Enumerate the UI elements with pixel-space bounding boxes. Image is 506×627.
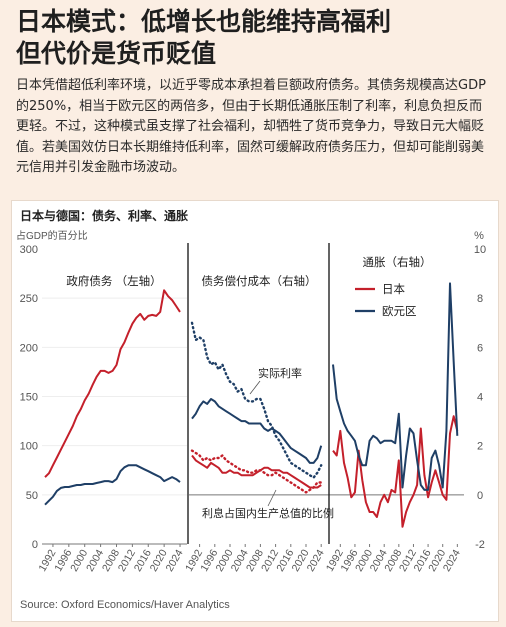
headline: 日本模式：低增长也能维持高福利 但代价是货币贬值 [16, 6, 496, 70]
inflation-japan-line [332, 415, 459, 528]
left-tick-label: 300 [20, 244, 38, 256]
right-tick-label: 0 [477, 490, 483, 502]
realrate-japan-line [190, 449, 323, 494]
debt-japan-line [44, 289, 181, 478]
interest-japan-line [191, 454, 322, 489]
right-tick-label: 2 [477, 441, 483, 453]
x-tick-label: 2024 [164, 547, 186, 573]
left-tick-label: 150 [20, 392, 38, 404]
panel-title-inflation: 通胀（右轴） [363, 255, 432, 269]
headline-line-2: 但代价是货币贬值 [16, 39, 217, 68]
intro-paragraph: 日本凭借超低利率环境，以近乎零成本承担着巨额政府债务。其债务规模高达GDP的25… [16, 78, 486, 175]
inflation-eurozone-line [332, 282, 459, 491]
chart-card: 日本与德国：债务、利率、通胀 占GDP的百分比 0 50 100 150 200 250 30… [11, 200, 499, 622]
legend-label: 欧元区 [382, 305, 417, 318]
interest-eurozone-line [191, 398, 323, 464]
source-note: Source: Oxford Economics/Haver Analytics [20, 599, 230, 611]
right-tick-label: -2 [475, 539, 485, 551]
annotation-real-rate: 实际利率 [258, 366, 302, 380]
headline-line-1: 日本模式：低增长也能维持高福利 [16, 7, 392, 36]
legend-label: 日本 [382, 282, 405, 296]
x-tick-label: 2024 [305, 547, 327, 573]
debt-eurozone-line [44, 464, 181, 506]
left-tick-label: 100 [20, 441, 38, 453]
left-tick-label: 250 [20, 293, 38, 305]
annotation-interest-share: 利息占国内生产总值的比例 [202, 506, 334, 520]
left-axis-unit: 占GDP的百分比 [16, 229, 88, 242]
realrate-eurozone-line [190, 321, 323, 479]
right-tick-label: 10 [474, 244, 486, 256]
chart-svg: 占GDP的百分比050100150200250300%-202468101992… [16, 229, 486, 574]
left-tick-label: 200 [20, 342, 38, 354]
right-tick-label: 6 [477, 342, 483, 354]
panel-title-cost: 债务偿付成本（右轴） [202, 274, 317, 288]
chart-title: 日本与德国：债务、利率、通胀 [20, 209, 189, 223]
left-tick-label: 50 [26, 490, 38, 502]
panel-title-debt: 政府债务 （左轴） [66, 274, 161, 288]
right-tick-label: 4 [477, 392, 483, 404]
annotation-pointer [267, 489, 277, 507]
left-tick-label: 0 [32, 539, 38, 551]
right-tick-label: 8 [477, 293, 483, 305]
annotation-pointer [249, 380, 261, 395]
right-axis-unit: % [474, 230, 484, 242]
